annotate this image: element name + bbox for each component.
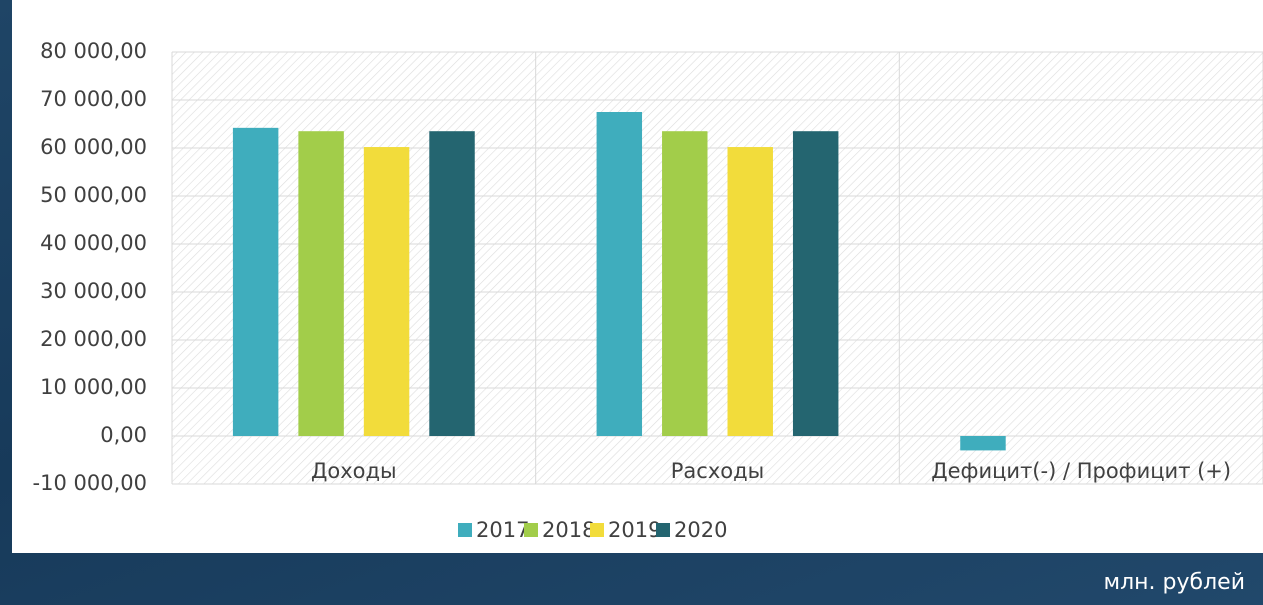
y-tick-label: 40 000,00 — [40, 231, 147, 255]
bar — [363, 147, 410, 437]
y-tick-label: 30 000,00 — [40, 279, 147, 303]
bar — [727, 147, 773, 437]
bar — [792, 131, 839, 436]
legend-label: 2017 — [476, 518, 529, 542]
y-tick-label: 0,00 — [100, 423, 147, 447]
legend-swatch — [656, 523, 670, 537]
legend-swatch — [458, 523, 472, 537]
x-tick-label: Доходы — [311, 459, 397, 483]
bar — [232, 127, 279, 436]
y-tick-label: 20 000,00 — [40, 327, 147, 351]
x-tick-label: Дефицит(-) / Профицит (+) — [931, 459, 1232, 483]
bar — [429, 131, 475, 436]
plot-area — [172, 52, 1263, 484]
legend-label: 2020 — [674, 518, 727, 542]
legend-label: 2019 — [608, 518, 661, 542]
x-tick-label: Расходы — [670, 459, 765, 483]
y-tick-label: 80 000,00 — [40, 39, 147, 63]
y-tick-label: 70 000,00 — [40, 87, 147, 111]
unit-note: млн. рублей — [1103, 570, 1245, 595]
legend-swatch — [590, 523, 604, 537]
bar — [298, 131, 344, 436]
y-tick-label: 60 000,00 — [40, 135, 147, 159]
bar — [960, 436, 1006, 451]
y-tick-label: -10 000,00 — [33, 471, 147, 495]
bar — [662, 131, 708, 436]
y-tick-label: 10 000,00 — [40, 375, 147, 399]
legend-label: 2018 — [542, 518, 595, 542]
y-tick-label: 50 000,00 — [40, 183, 147, 207]
legend-swatch — [524, 523, 538, 537]
bar — [596, 112, 643, 436]
